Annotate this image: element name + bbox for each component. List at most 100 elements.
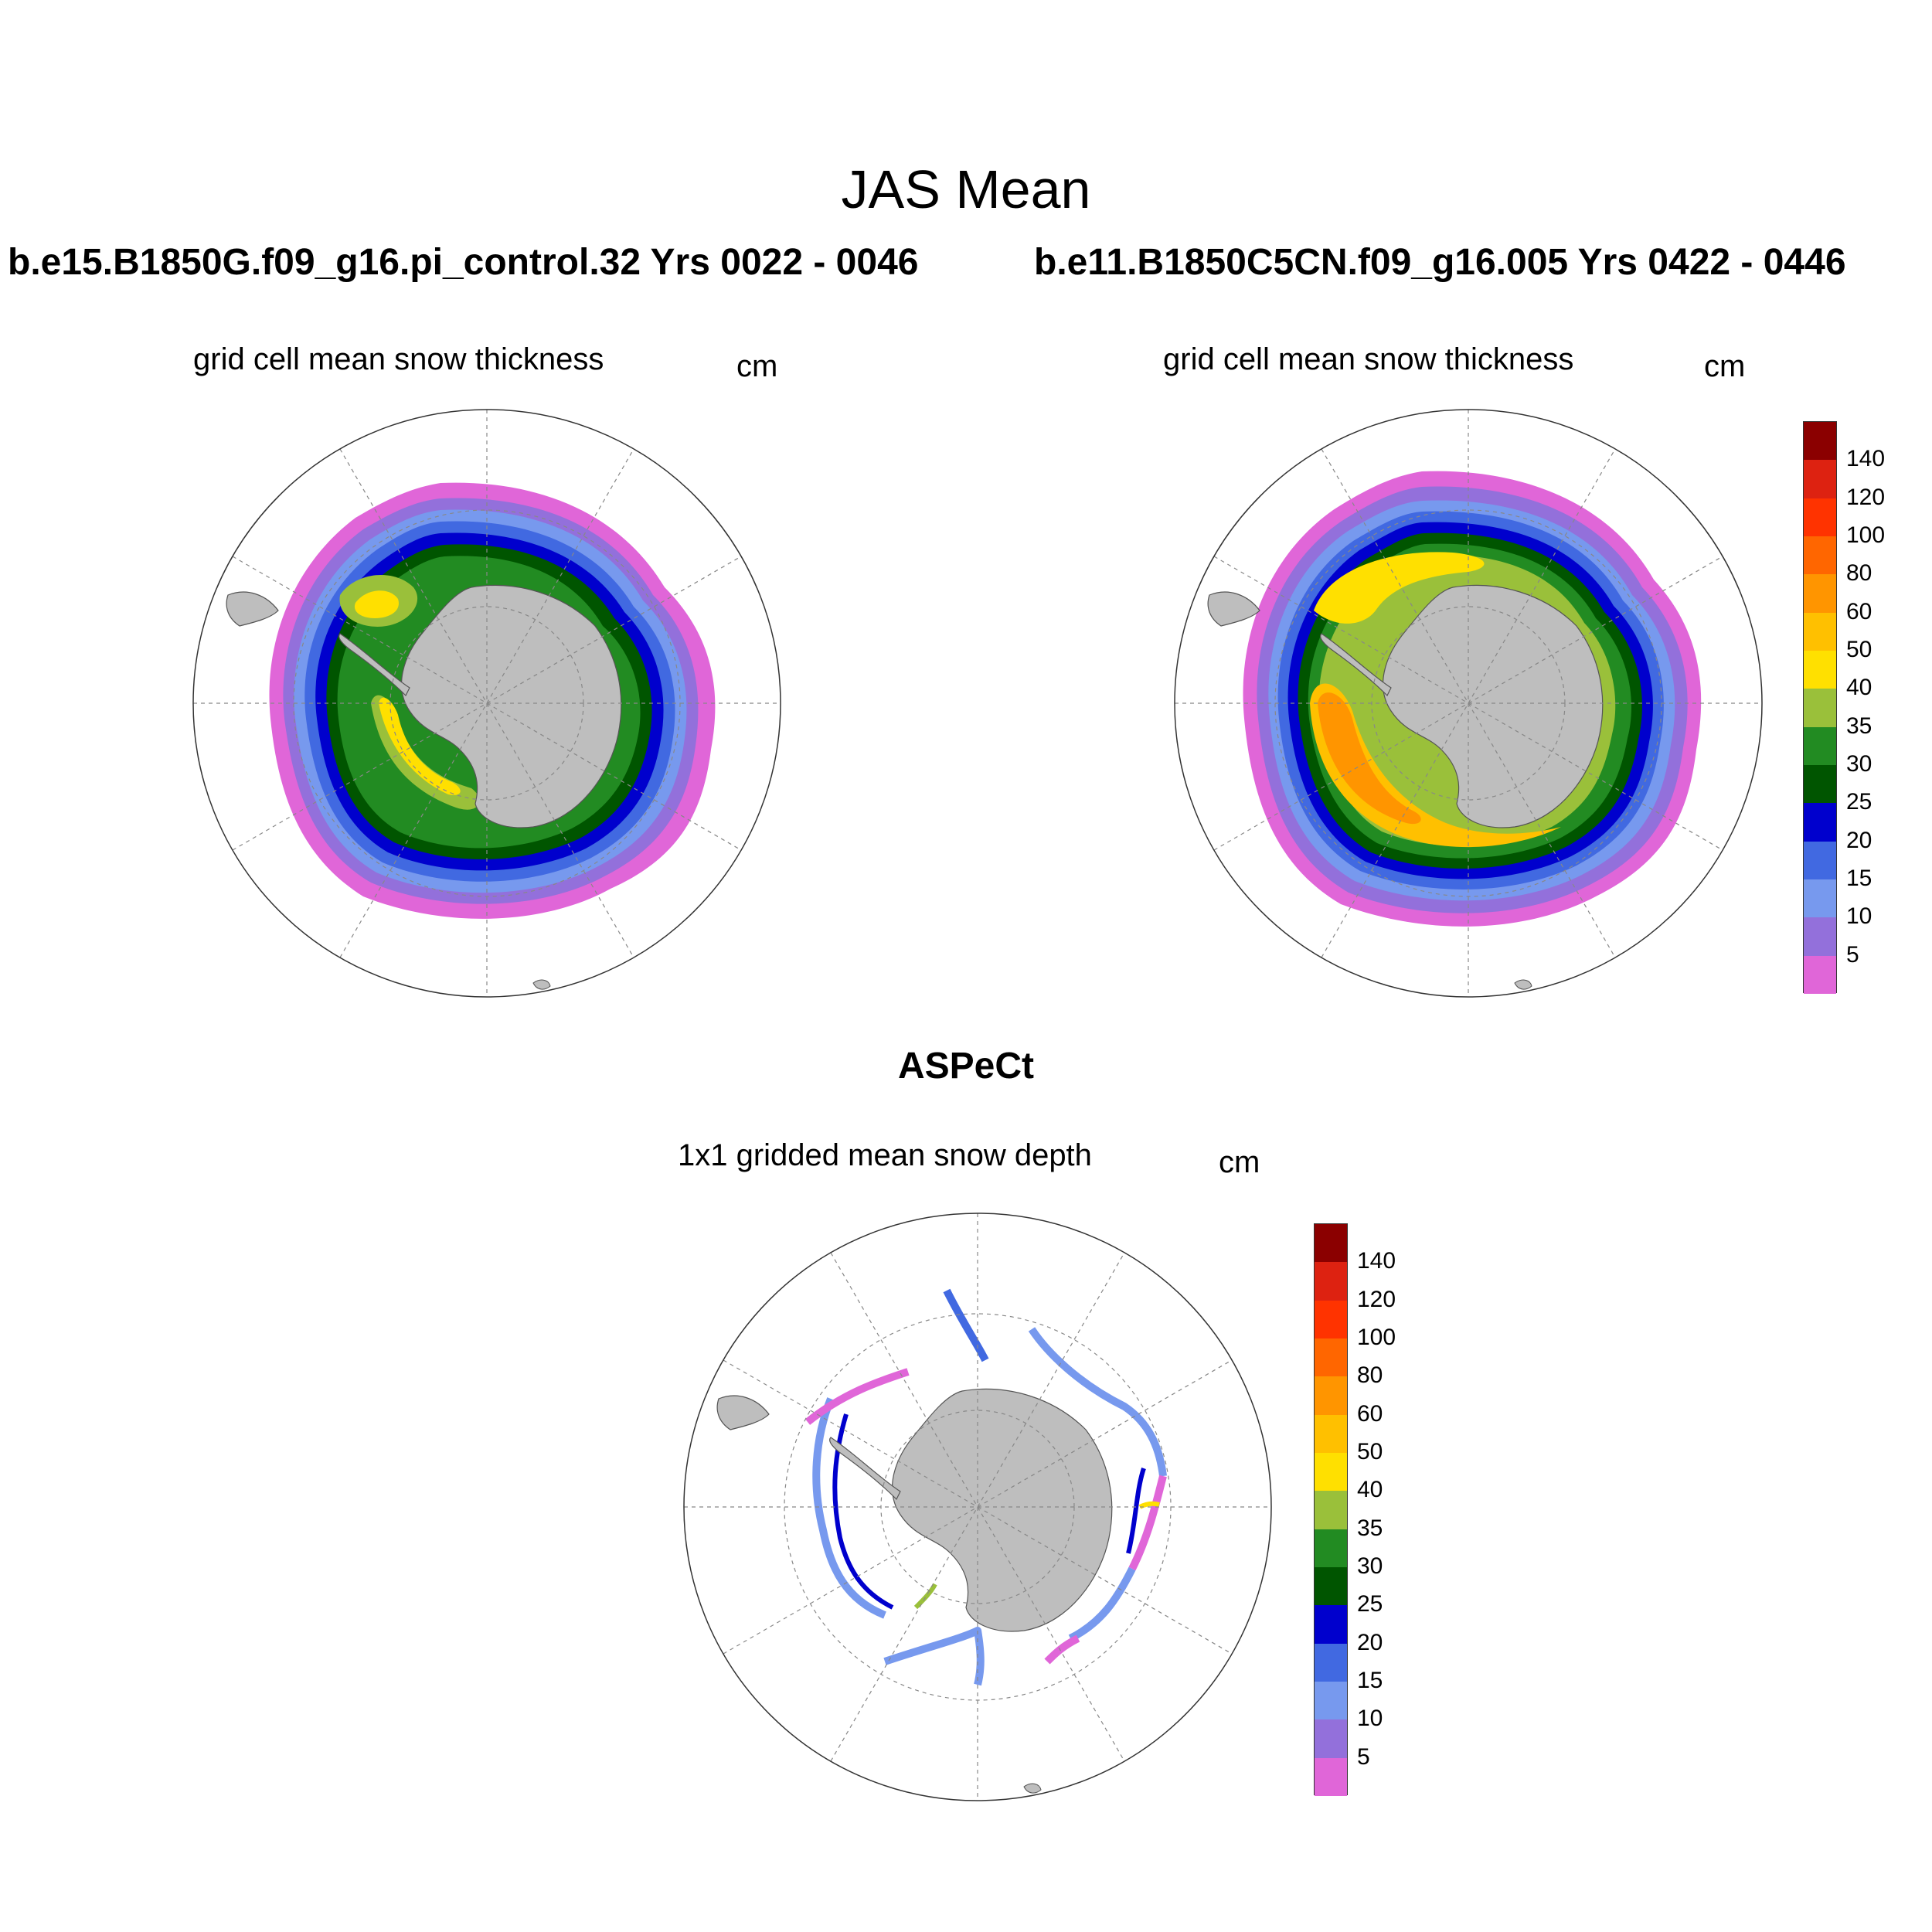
colorbar-swatch <box>1315 1757 1347 1796</box>
colorbar-swatch <box>1804 879 1836 918</box>
colorbar-swatch <box>1315 1414 1347 1453</box>
colorbar-label: 60 <box>1846 598 1872 624</box>
snow-patch-50b <box>379 697 461 795</box>
graticule <box>1175 410 1762 997</box>
colorbar-swatch <box>1804 726 1836 765</box>
colorbar-label: 5 <box>1846 941 1859 968</box>
colorbar-label: 35 <box>1357 1515 1383 1541</box>
panel-2-subtitle: grid cell mean snow thickness <box>1163 342 1574 376</box>
track-south <box>883 1627 985 1686</box>
ship-track-observations <box>804 1288 1167 1686</box>
colorbar-boxes <box>1803 421 1837 994</box>
colorbar-swatch <box>1315 1376 1347 1415</box>
panel-1-units: cm <box>736 349 778 383</box>
colorbar-swatch <box>1804 612 1836 651</box>
antarctic-peninsula <box>829 1437 901 1501</box>
map-boundary <box>683 1213 1272 1801</box>
colorbar-swatch <box>1804 803 1836 842</box>
panel-3-subtitle: 1x1 gridded mean snow depth <box>678 1138 1092 1172</box>
track-east-inner <box>1126 1468 1146 1554</box>
colorbar-label: 15 <box>1846 866 1872 891</box>
map-panel-1 <box>192 409 781 998</box>
colorbar-swatch <box>1315 1452 1347 1492</box>
map-panel-3 <box>683 1213 1272 1801</box>
colorbar-label: 40 <box>1357 1477 1383 1503</box>
colorbar-label: 5 <box>1357 1743 1370 1770</box>
colorbar-boxes <box>1314 1223 1348 1796</box>
snow-patch-50a <box>354 590 399 618</box>
antarctic-peninsula <box>338 633 410 697</box>
colorbar-swatch <box>1315 1529 1347 1567</box>
colorbar-swatch <box>1315 1338 1347 1377</box>
panel-1-subtitle: grid cell mean snow thickness <box>193 342 604 376</box>
map-panel-2 <box>1174 409 1763 998</box>
colorbar-label: 80 <box>1846 560 1872 587</box>
colorbar-swatch <box>1315 1224 1347 1263</box>
new-zealand-fragment <box>1023 1783 1042 1794</box>
colorbar-label: 100 <box>1846 522 1886 548</box>
colorbar-label: 140 <box>1357 1248 1396 1274</box>
colorbar-label: 25 <box>1357 1591 1383 1617</box>
track-south-mark <box>913 1583 937 1610</box>
colorbar-label: 50 <box>1357 1439 1383 1464</box>
panel-3-units: cm <box>1219 1145 1260 1179</box>
south-america-tip <box>226 591 279 627</box>
south-america-tip <box>1207 591 1260 627</box>
track-southeast-2 <box>1044 1634 1080 1665</box>
colorbar-swatch <box>1804 460 1836 498</box>
colorbar-swatch <box>1804 764 1836 804</box>
track-east <box>1128 1475 1167 1571</box>
track-southeast <box>1068 1566 1136 1642</box>
colorbar-top: 5 10 15 20 25 30 35 40 50 60 80 100 120 140 <box>1803 421 1932 994</box>
track-west <box>812 1397 886 1619</box>
colorbar-swatch <box>1315 1262 1347 1301</box>
figure-title: JAS Mean <box>841 159 1091 219</box>
colorbar-swatch <box>1315 1719 1347 1758</box>
colorbar-label: 120 <box>1846 484 1886 510</box>
antarctica-landmass <box>892 1388 1113 1632</box>
snow-patch-50a <box>1314 552 1485 624</box>
colorbar-label: 35 <box>1846 713 1872 739</box>
antarctica-landmass <box>401 584 622 828</box>
colorbar-label: 120 <box>1357 1286 1396 1312</box>
colorbar-label: 100 <box>1357 1325 1396 1350</box>
colorbar-swatch <box>1315 1566 1347 1606</box>
colorbar-label: 10 <box>1357 1706 1383 1732</box>
left-case-title: b.e15.B1850G.f09_g16.pi_control.32 Yrs 0… <box>8 242 919 283</box>
colorbar-swatch <box>1315 1681 1347 1720</box>
snow-patch-60 <box>1318 692 1421 825</box>
colorbar-bottom: 5 10 15 20 25 30 35 40 50 60 80 100 120 140 <box>1314 1223 1445 1796</box>
colorbar-swatch <box>1804 536 1836 575</box>
map-boundary <box>1174 409 1763 998</box>
colorbar-swatch <box>1804 841 1836 879</box>
observations-title: ASPeCt <box>897 1046 1035 1087</box>
track-northwest <box>804 1368 910 1425</box>
new-zealand-fragment <box>532 979 551 990</box>
colorbar-label: 20 <box>1357 1629 1383 1655</box>
graticule <box>193 410 781 997</box>
colorbar-label: 40 <box>1846 675 1872 701</box>
graticule <box>684 1213 1271 1801</box>
new-zealand-fragment <box>1514 979 1532 990</box>
colorbar-swatch <box>1804 689 1836 727</box>
south-america-tip <box>716 1395 770 1430</box>
colorbar-label: 80 <box>1357 1362 1383 1389</box>
colorbar-label: 50 <box>1846 637 1872 662</box>
colorbar-swatch <box>1315 1300 1347 1338</box>
colorbar-swatch <box>1804 955 1836 994</box>
colorbar-label: 140 <box>1846 446 1886 472</box>
antarctic-peninsula <box>1320 633 1392 697</box>
track-east-mark <box>1138 1501 1160 1509</box>
colorbar-swatch <box>1315 1491 1347 1529</box>
colorbar-label: 25 <box>1846 789 1872 815</box>
colorbar-label: 30 <box>1846 751 1872 777</box>
track-north-2 <box>1028 1327 1167 1477</box>
colorbar-label: 10 <box>1846 903 1872 930</box>
colorbar-label: 15 <box>1357 1668 1383 1693</box>
colorbar-swatch <box>1315 1643 1347 1682</box>
colorbar-label: 60 <box>1357 1400 1383 1427</box>
colorbar-swatch <box>1804 422 1836 461</box>
colorbar-label: 30 <box>1357 1553 1383 1579</box>
colorbar-swatch <box>1804 498 1836 536</box>
colorbar-swatch <box>1804 917 1836 956</box>
